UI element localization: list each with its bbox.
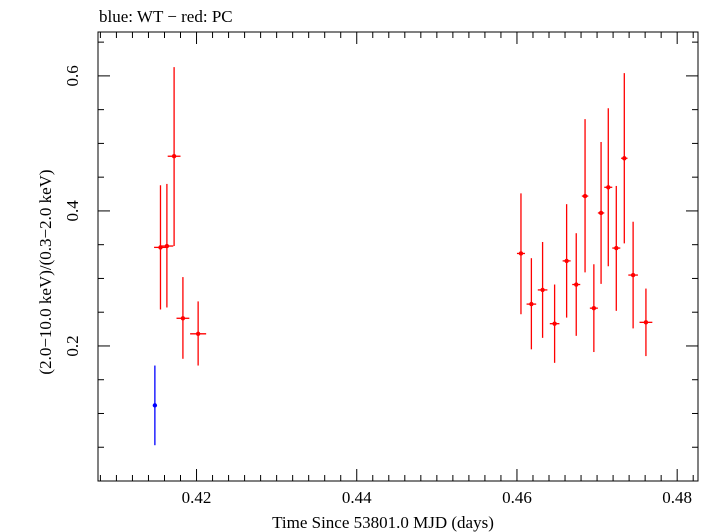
x-axis-label: Time Since 53801.0 MJD (days) bbox=[272, 513, 494, 532]
data-marker bbox=[164, 243, 170, 249]
plot-frame bbox=[97, 31, 699, 482]
data-marker bbox=[614, 245, 619, 251]
y-tick-label: 0.6 bbox=[63, 65, 82, 86]
data-marker bbox=[552, 321, 557, 326]
data-point bbox=[516, 193, 525, 315]
data-point bbox=[167, 67, 181, 247]
data-points bbox=[152, 67, 653, 446]
data-marker bbox=[598, 210, 604, 216]
y-tick-label: 0.2 bbox=[63, 335, 82, 356]
data-point bbox=[589, 264, 598, 353]
data-point bbox=[572, 233, 581, 336]
data-marker bbox=[622, 156, 627, 161]
data-point bbox=[628, 221, 638, 329]
data-marker bbox=[606, 185, 611, 190]
data-marker bbox=[195, 331, 201, 337]
data-marker bbox=[529, 301, 534, 307]
x-tick-label: 0.44 bbox=[342, 488, 372, 507]
data-marker bbox=[540, 287, 545, 293]
x-tick-label: 0.46 bbox=[502, 488, 532, 507]
data-point bbox=[549, 284, 560, 363]
data-point bbox=[176, 277, 190, 359]
axis-tick-labels: 0.42 0.44 0.46 0.48 0.2 0.4 0.6 bbox=[63, 65, 692, 507]
data-point bbox=[190, 301, 207, 366]
data-marker bbox=[518, 251, 524, 256]
axis-ticks bbox=[98, 32, 698, 482]
y-axis-label: (2.0−10.0 keV)/(0.3−2.0 keV) bbox=[36, 169, 55, 374]
data-marker bbox=[152, 403, 158, 408]
data-marker bbox=[564, 258, 569, 264]
data-marker bbox=[180, 316, 186, 321]
data-marker bbox=[643, 320, 649, 325]
data-point bbox=[152, 365, 158, 446]
y-tick-label: 0.4 bbox=[63, 200, 82, 222]
data-point bbox=[621, 73, 628, 244]
data-marker bbox=[582, 193, 588, 199]
data-point bbox=[537, 241, 548, 338]
chart-title: blue: WT − red: PC bbox=[99, 7, 233, 26]
data-marker bbox=[574, 282, 579, 287]
data-point bbox=[562, 204, 571, 318]
data-marker bbox=[591, 305, 597, 311]
data-point bbox=[612, 185, 621, 311]
data-point bbox=[526, 258, 537, 350]
data-marker bbox=[630, 272, 636, 278]
data-point bbox=[597, 142, 605, 284]
data-point bbox=[154, 185, 167, 310]
data-marker bbox=[171, 154, 177, 159]
x-tick-label: 0.42 bbox=[182, 488, 212, 507]
x-tick-label: 0.48 bbox=[662, 488, 692, 507]
data-point bbox=[160, 183, 174, 308]
data-point bbox=[639, 288, 653, 357]
data-point bbox=[581, 119, 589, 273]
data-point bbox=[604, 108, 613, 267]
